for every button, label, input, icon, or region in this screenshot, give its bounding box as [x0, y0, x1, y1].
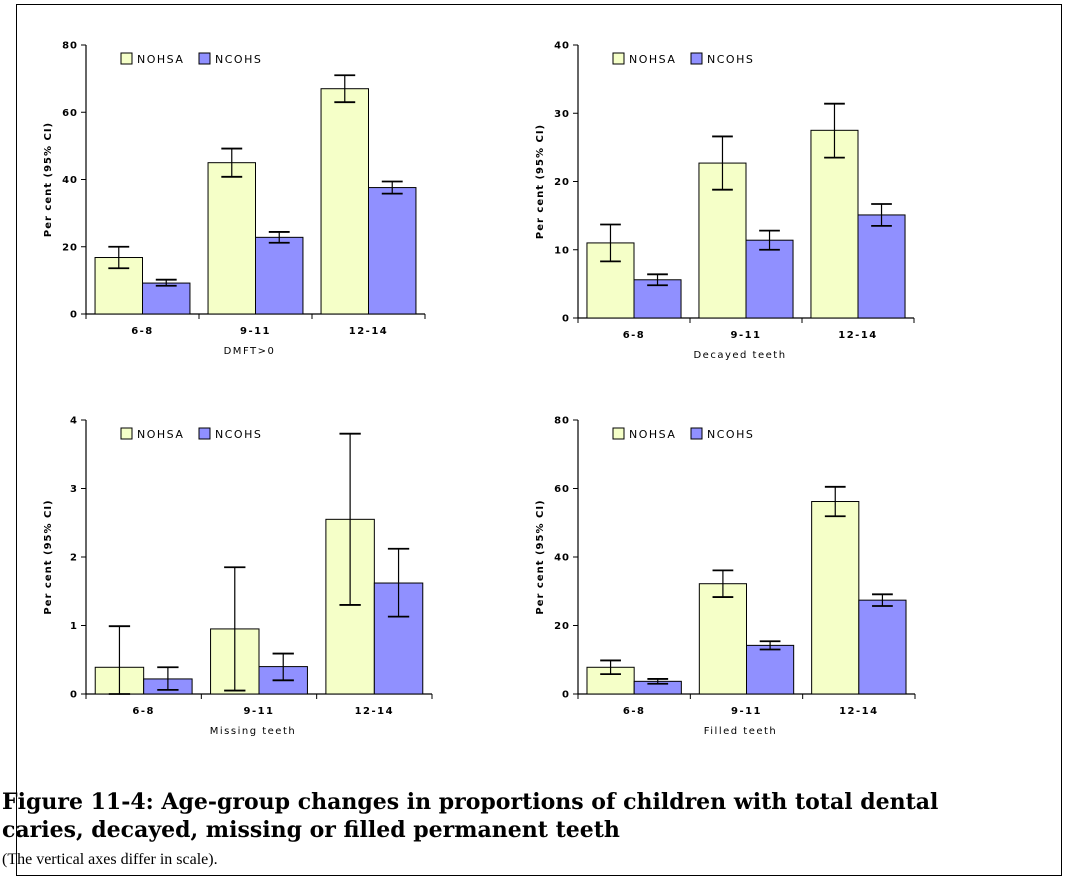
x-axis-title: DMFT>0 [224, 346, 276, 357]
y-tick-label: 0 [562, 314, 570, 325]
chart-panel-4: 0 20 40 60 80 6-8 9-11 12-14 Filled teeth Per cen… [535, 416, 916, 737]
y-tick-label: 1 [70, 621, 78, 632]
chart-panel-3: 0 1 2 3 4 6-8 9-11 12-14 Missing teeth Per cent (… [43, 416, 433, 737]
x-category-label: 12-14 [839, 706, 878, 717]
y-tick-label: 80 [62, 41, 78, 52]
bar-ncohs-9-11 [746, 644, 795, 695]
x-axis-title: Filled teeth [704, 726, 778, 737]
x-category-label: 12-14 [349, 326, 388, 337]
y-tick-label: 10 [554, 245, 570, 256]
legend-label-nohsa: NOHSA [137, 428, 184, 441]
chart-panel-2: 0 10 20 30 40 6-8 9-11 12-14 Decayed teeth Per ce… [535, 41, 915, 361]
bar-ncohs-12-14 [368, 187, 417, 315]
y-tick-label: 4 [70, 416, 78, 427]
legend-swatch-nohsa [612, 427, 625, 440]
y-tick-label: 40 [62, 175, 78, 186]
legend-swatch-ncohs [690, 427, 703, 440]
bar-nohsa-12-14 [811, 501, 860, 695]
y-tick-label: 60 [554, 484, 570, 495]
legend-swatch-nohsa [120, 52, 133, 65]
bar-ncohs-9-11 [255, 236, 304, 315]
x-category-label: 6-8 [623, 330, 646, 341]
y-tick-label: 0 [562, 690, 570, 701]
bar-ncohs-12-14 [857, 214, 906, 319]
legend-label-nohsa: NOHSA [629, 428, 676, 441]
y-tick-label: 20 [62, 242, 78, 253]
y-tick-label: 40 [554, 41, 570, 52]
legend-swatch-ncohs [198, 427, 211, 440]
y-tick-label: 20 [554, 621, 570, 632]
legend-swatch-ncohs [198, 52, 211, 65]
legend-swatch-nohsa [120, 427, 133, 440]
x-category-label: 9-11 [240, 326, 271, 337]
legend-label-ncohs: NCOHS [215, 53, 262, 66]
y-axis-title: Per cent (95% CI) [535, 124, 546, 239]
bar-ncohs-6-8 [142, 282, 191, 315]
bar-ncohs-12-14 [858, 599, 907, 695]
x-category-label: 12-14 [838, 330, 877, 341]
x-axis-title: Missing teeth [210, 726, 296, 737]
x-axis-title: Decayed teeth [693, 350, 786, 361]
x-category-label: 6-8 [132, 706, 155, 717]
figure-caption-note: (The vertical axes differ in scale). [2, 851, 218, 868]
y-axis-title: Per cent (95% CI) [43, 122, 54, 237]
y-tick-label: 60 [62, 108, 78, 119]
y-tick-label: 40 [554, 553, 570, 564]
x-category-label: 6-8 [131, 326, 154, 337]
y-tick-label: 0 [70, 690, 78, 701]
chart-panel-1: 0 20 40 60 80 6-8 9-11 12-14 DMFT>0 Per cent (95%… [43, 41, 426, 357]
y-tick-label: 20 [554, 177, 570, 188]
y-tick-label: 80 [554, 416, 570, 427]
x-category-label: 9-11 [243, 706, 274, 717]
legend-swatch-ncohs [690, 52, 703, 65]
x-category-label: 9-11 [730, 330, 761, 341]
bar-nohsa-9-11 [698, 583, 748, 695]
legend-label-ncohs: NCOHS [707, 428, 754, 441]
y-axis-title: Per cent (95% CI) [43, 499, 54, 614]
bar-nohsa-12-14 [320, 88, 370, 315]
x-category-label: 6-8 [623, 706, 646, 717]
figure-caption-title: Figure 11-4: Age-group changes in propor… [2, 789, 939, 843]
legend-label-nohsa: NOHSA [137, 53, 184, 66]
y-tick-label: 3 [70, 484, 78, 495]
y-tick-label: 2 [70, 553, 78, 564]
legend-label-ncohs: NCOHS [707, 53, 754, 66]
bar-ncohs-9-11 [745, 239, 794, 319]
x-category-label: 9-11 [731, 706, 762, 717]
y-tick-label: 0 [70, 310, 78, 321]
x-category-label: 12-14 [355, 706, 394, 717]
legend-label-nohsa: NOHSA [629, 53, 676, 66]
y-tick-label: 30 [554, 109, 570, 120]
bar-nohsa-9-11 [207, 162, 256, 315]
bar-nohsa-12-14 [810, 129, 859, 319]
y-axis-title: Per cent (95% CI) [535, 499, 546, 614]
legend-label-ncohs: NCOHS [215, 428, 262, 441]
legend-swatch-nohsa [612, 52, 625, 65]
figure-frame [16, 4, 1062, 876]
